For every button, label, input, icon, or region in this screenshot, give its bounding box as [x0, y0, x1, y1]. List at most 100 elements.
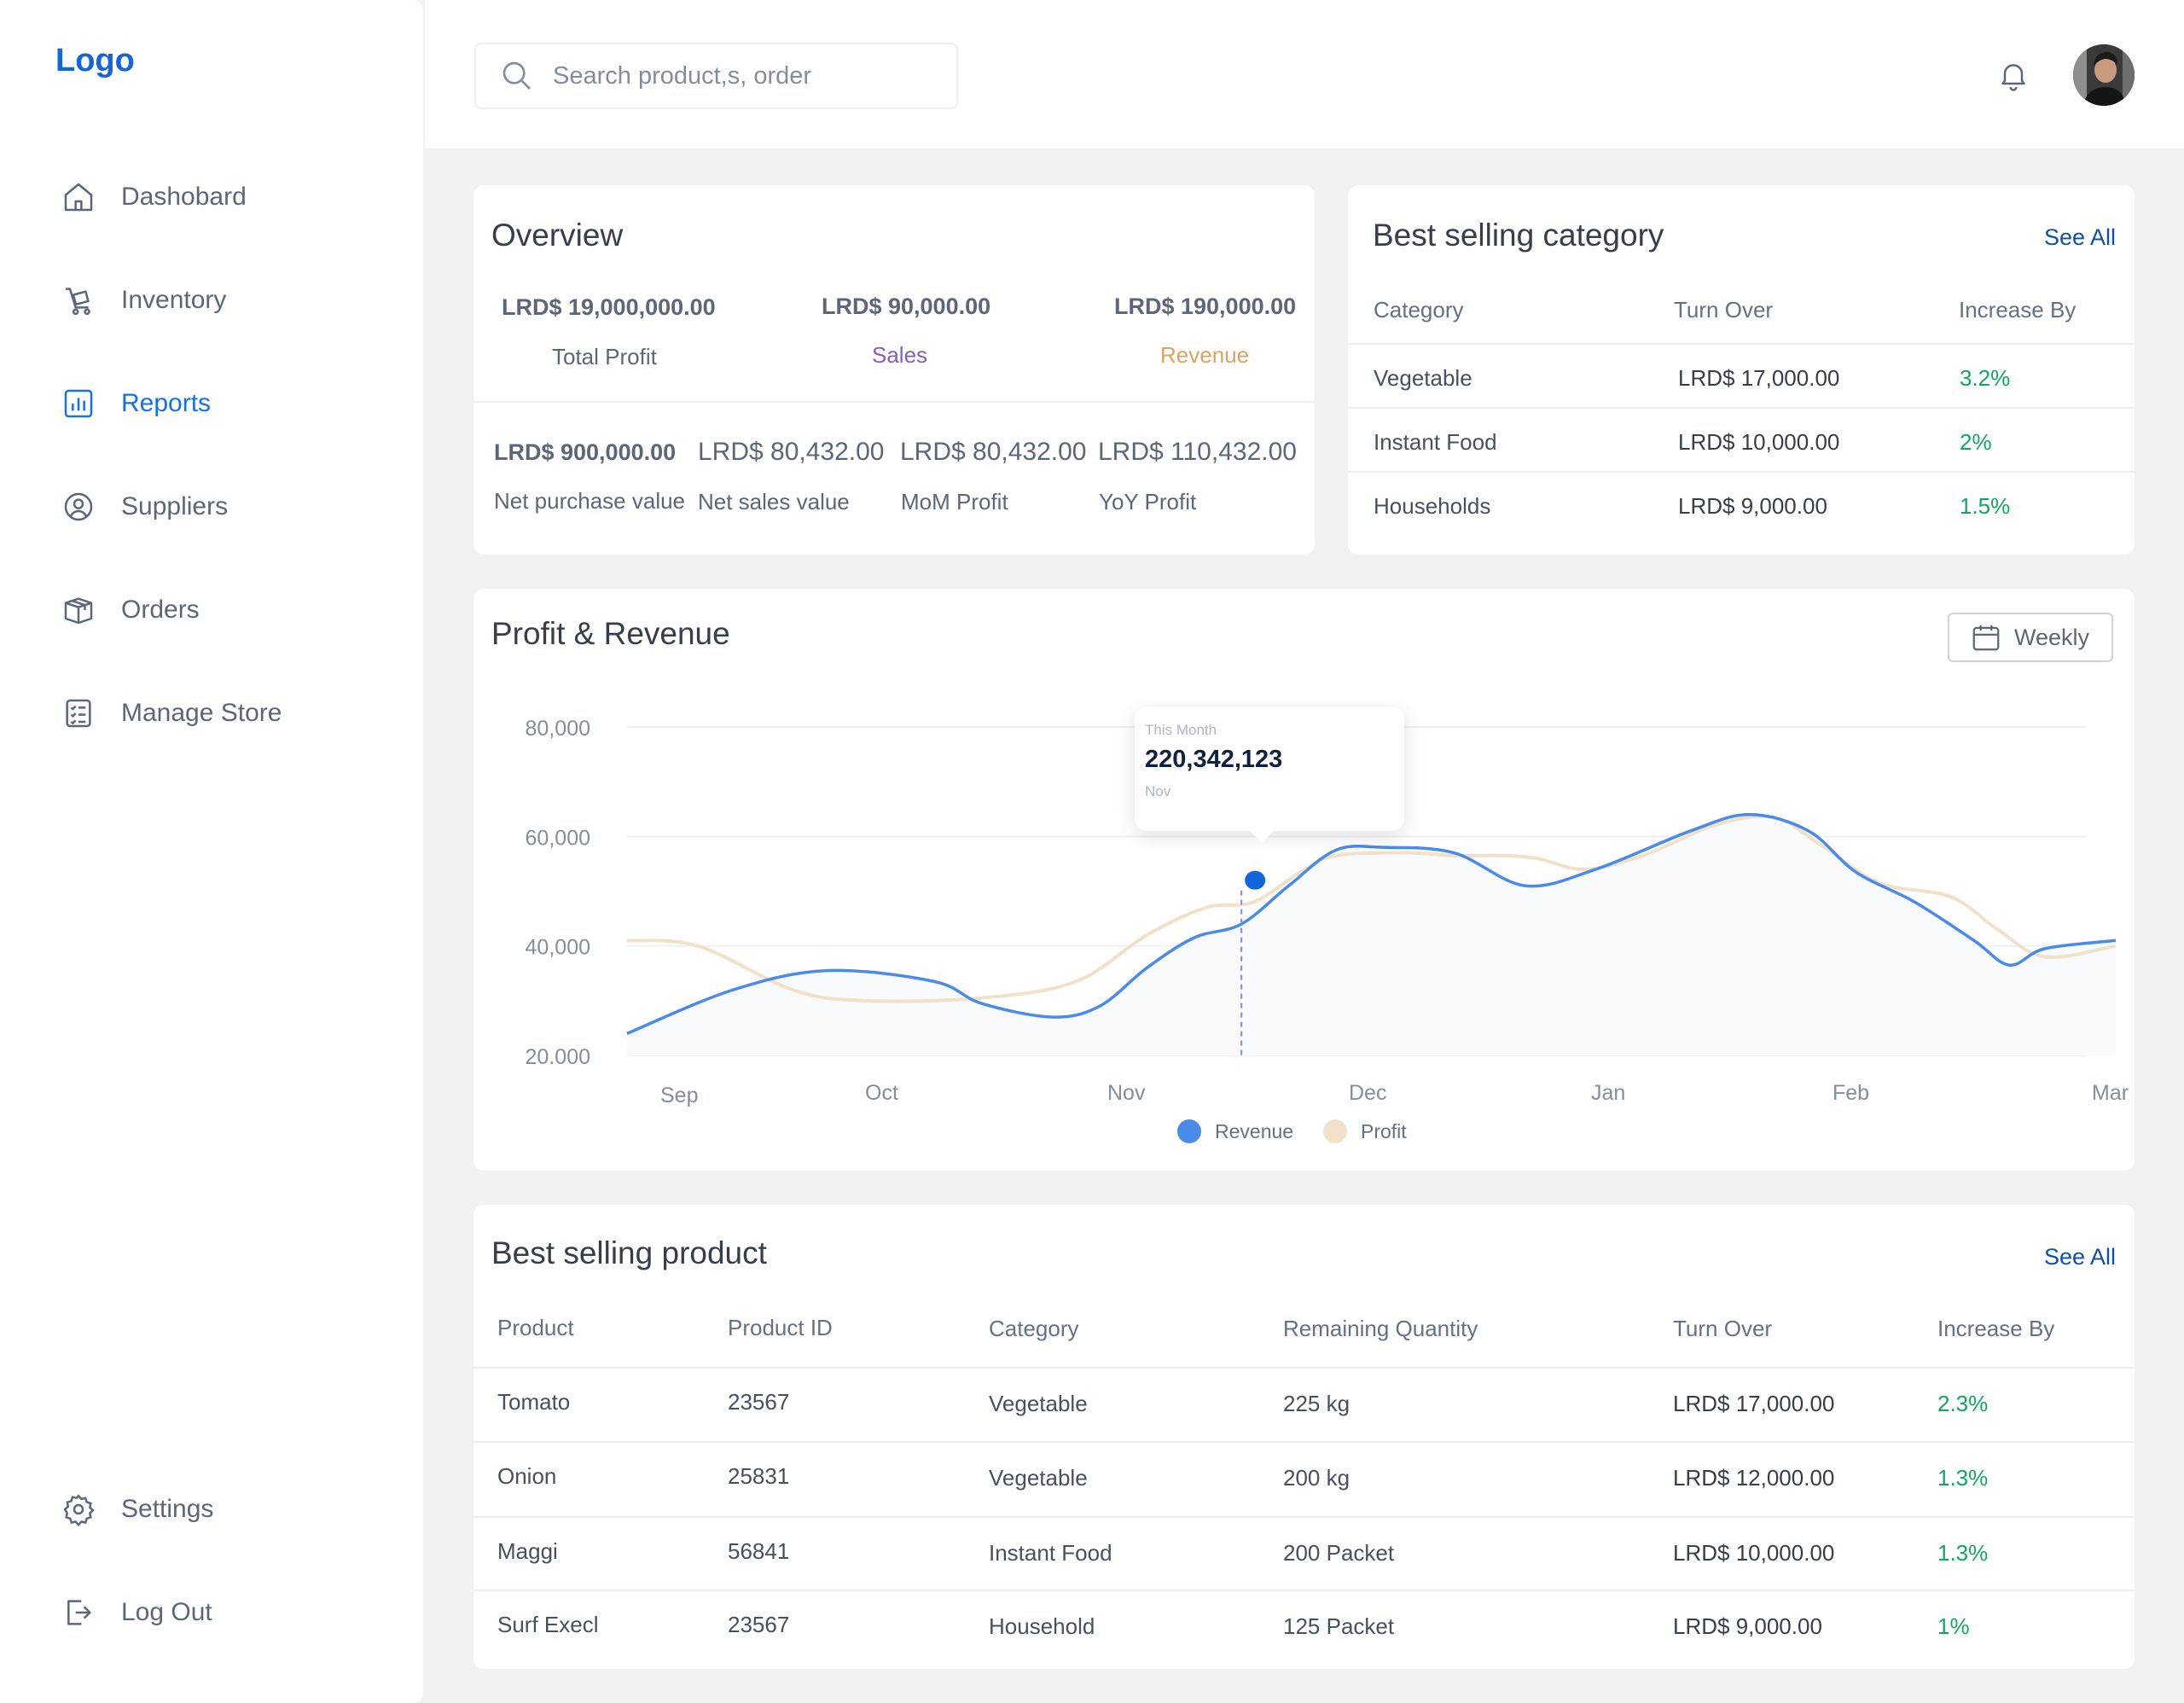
x-tick-label: Nov — [1107, 1081, 1146, 1105]
user-circle-icon — [60, 488, 97, 526]
sidebar: Logo Dashobard Inventory Reports Supplie… — [0, 0, 423, 1703]
product-id-cell: 23567 — [728, 1612, 790, 1637]
x-tick-label: Jan — [1591, 1081, 1625, 1105]
highlight-point — [1245, 870, 1266, 890]
chart-tooltip: This Month 220,342,123 Nov — [1135, 706, 1404, 843]
calendar-icon — [1972, 625, 2000, 651]
net-sales-value: LRD$ 80,432.00 — [698, 438, 885, 466]
category-cell: Vegetable — [989, 1465, 1088, 1491]
net-purchase-value: LRD$ 900,000.00 — [494, 439, 677, 465]
sidebar-item-reports[interactable]: Reports — [60, 380, 211, 427]
bar-chart-icon — [60, 385, 97, 422]
increase-cell: 1.5% — [1960, 493, 2011, 519]
sidebar-item-label: Log Out — [121, 1598, 212, 1626]
mom-profit-value: LRD$ 80,432.00 — [900, 438, 1087, 466]
mom-profit-label: MoM Profit — [901, 489, 1008, 514]
x-tick-label: Mar — [2092, 1081, 2129, 1105]
product-id-cell: 23567 — [728, 1389, 790, 1415]
sidebar-item-label: Settings — [121, 1495, 214, 1523]
search-input[interactable] — [553, 61, 928, 90]
column-header: Remaining Quantity — [1283, 1316, 1478, 1341]
product-name-cell: Tomato — [497, 1389, 571, 1415]
turnover-cell: LRD$ 17,000.00 — [1673, 1391, 1835, 1416]
column-header: Turn Over — [1674, 297, 1774, 323]
sidebar-item-manage-store[interactable]: Manage Store — [60, 689, 282, 737]
legend-profit: Profit — [1323, 1119, 1407, 1143]
search-icon — [502, 61, 531, 90]
best-category-card: Best selling category See All Category T… — [1348, 185, 2135, 555]
sidebar-item-dashboard[interactable]: Dashobard — [60, 173, 247, 221]
revenue-label: Revenue — [1160, 342, 1250, 368]
product-name-cell: Surf Execl — [497, 1612, 599, 1637]
legend-swatch — [1177, 1119, 1201, 1143]
bell-icon[interactable] — [1996, 58, 2030, 92]
x-tick-label: Oct — [865, 1081, 898, 1105]
increase-cell: 2% — [1960, 429, 1992, 455]
total-profit-label: Total Profit — [552, 344, 657, 369]
category-cell: Vegetable — [989, 1391, 1088, 1416]
card-title: Overview — [491, 218, 624, 253]
quantity-cell: 200 kg — [1283, 1465, 1350, 1491]
yoy-profit-value: LRD$ 110,432.00 — [1098, 438, 1297, 466]
category-cell: Households — [1374, 493, 1491, 519]
total-profit-value: LRD$ 19,000,000.00 — [502, 294, 716, 320]
net-sales-label: Net sales value — [698, 489, 850, 514]
column-header: Increase By — [1959, 297, 2077, 323]
sidebar-item-label: Inventory — [121, 286, 227, 314]
box-icon — [60, 591, 97, 629]
x-tick-label: Sep — [660, 1084, 698, 1107]
logo[interactable]: Logo — [55, 43, 135, 78]
search-box[interactable] — [474, 43, 958, 109]
turnover-cell: LRD$ 10,000.00 — [1678, 429, 1840, 455]
divider — [1348, 407, 2135, 409]
see-all-link[interactable]: See All — [2044, 1244, 2117, 1270]
revenue-value: LRD$ 190,000.00 — [1114, 294, 1297, 319]
sidebar-item-label: Reports — [121, 389, 212, 417]
sidebar-item-label: Orders — [121, 596, 200, 624]
increase-cell: 1.3% — [1937, 1540, 1989, 1566]
increase-cell: 1% — [1937, 1613, 1970, 1639]
sales-value: LRD$ 90,000.00 — [822, 294, 991, 319]
divider — [473, 1516, 2135, 1518]
sidebar-item-orders[interactable]: Orders — [60, 586, 200, 634]
column-header: Product ID — [728, 1315, 833, 1340]
overview-card: Overview LRD$ 19,000,000.00 Total Profit… — [473, 185, 1315, 555]
see-all-link[interactable]: See All — [2044, 224, 2117, 250]
home-icon — [60, 178, 97, 216]
logout-icon — [60, 1594, 97, 1631]
sidebar-item-label: Dashobard — [121, 183, 247, 211]
x-tick-label: Dec — [1349, 1081, 1386, 1105]
turnover-cell: LRD$ 9,000.00 — [1678, 493, 1827, 519]
product-id-cell: 56841 — [728, 1538, 790, 1564]
sidebar-item-logout[interactable]: Log Out — [60, 1589, 212, 1636]
checklist-icon — [60, 695, 97, 732]
y-tick-label: 20.000 — [526, 1045, 590, 1069]
sidebar-item-settings[interactable]: Settings — [60, 1485, 213, 1533]
turnover-cell: LRD$ 17,000.00 — [1678, 365, 1840, 391]
weekly-label: Weekly — [2014, 624, 2090, 650]
column-header: Category — [1374, 297, 1464, 323]
card-title: Best selling product — [491, 1235, 767, 1270]
sidebar-item-inventory[interactable]: Inventory — [60, 276, 226, 324]
avatar[interactable] — [2073, 44, 2135, 106]
tooltip-label: This Month — [1145, 722, 1217, 738]
profit-line — [626, 814, 2117, 1003]
sidebar-item-label: Manage Store — [121, 699, 282, 727]
sidebar-item-suppliers[interactable]: Suppliers — [60, 483, 228, 531]
legend-revenue: Revenue — [1177, 1119, 1293, 1143]
quantity-cell: 225 kg — [1283, 1391, 1350, 1416]
column-header: Category — [989, 1316, 1079, 1341]
revenue-area — [627, 814, 2116, 1055]
product-id-cell: 25831 — [728, 1463, 790, 1489]
tooltip-month: Nov — [1145, 783, 1171, 799]
legend-swatch — [1323, 1119, 1347, 1143]
increase-cell: 2.3% — [1937, 1391, 1989, 1416]
category-cell: Vegetable — [1374, 365, 1472, 391]
divider — [473, 1590, 2135, 1591]
divider — [473, 1441, 2135, 1443]
y-tick-label: 60,000 — [526, 826, 590, 850]
category-cell: Household — [989, 1613, 1095, 1639]
weekly-filter-button[interactable]: Weekly — [1948, 613, 2113, 662]
x-tick-label: Feb — [1833, 1081, 1869, 1105]
gear-icon — [60, 1491, 97, 1528]
